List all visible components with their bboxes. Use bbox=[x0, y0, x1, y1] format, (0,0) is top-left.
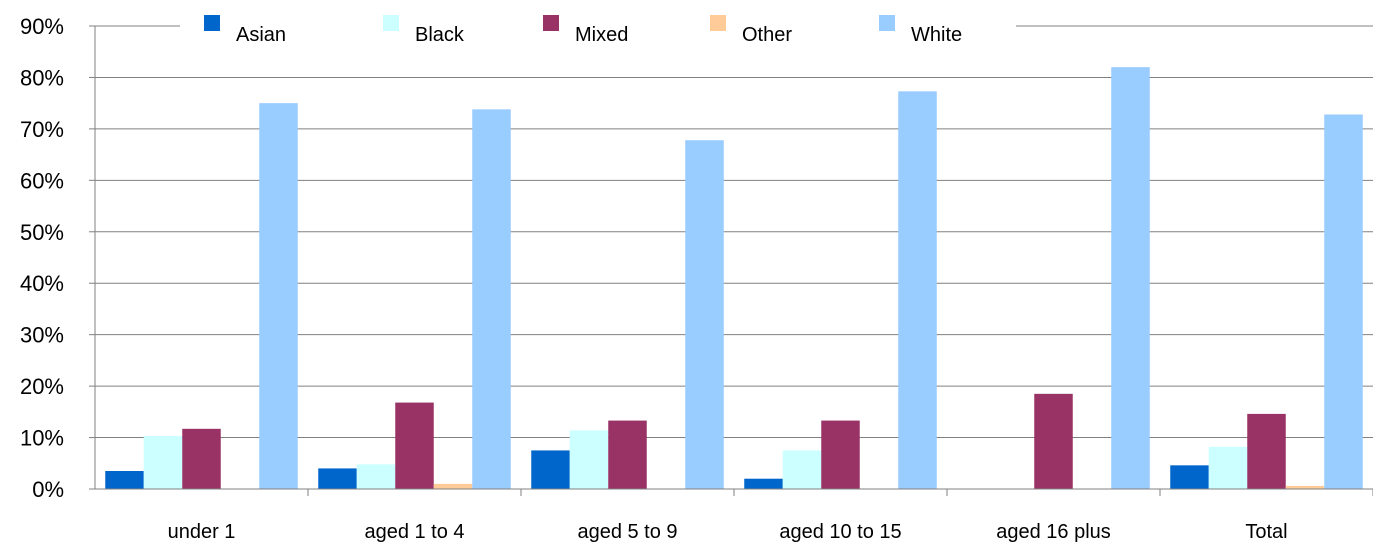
legend: Asian Black Mixed Other White bbox=[180, 6, 1016, 46]
legend-label: Asian bbox=[236, 24, 286, 46]
x-tick-label: aged 16 plus bbox=[996, 521, 1111, 543]
y-tick-label: 70% bbox=[20, 117, 64, 142]
bar bbox=[1324, 114, 1363, 490]
bar bbox=[685, 140, 724, 489]
y-tick-label: 40% bbox=[20, 271, 64, 296]
axes: 0% 10% 20% 30% 40% 50% 60% 70% 80% 90% under 1 aged… bbox=[20, 14, 1373, 543]
bar bbox=[1208, 446, 1248, 489]
bar bbox=[1285, 485, 1325, 489]
x-tick-label: aged 10 to 15 bbox=[779, 521, 901, 543]
bar bbox=[1170, 465, 1209, 489]
bars bbox=[105, 67, 1363, 490]
bar bbox=[1034, 393, 1073, 489]
bar bbox=[433, 483, 473, 489]
legend-label: Black bbox=[415, 24, 465, 46]
legend-swatch bbox=[879, 15, 895, 31]
bar bbox=[569, 430, 609, 489]
bar bbox=[318, 468, 357, 489]
x-tick-label: Total bbox=[1245, 521, 1287, 543]
legend-label: Mixed bbox=[575, 24, 628, 46]
legend-swatch bbox=[383, 15, 399, 31]
bar bbox=[395, 402, 434, 489]
bar bbox=[356, 464, 396, 489]
legend-background bbox=[180, 6, 1016, 46]
x-tick-label: aged 5 to 9 bbox=[577, 521, 677, 543]
bar bbox=[1111, 67, 1150, 490]
y-tick-label: 50% bbox=[20, 220, 64, 245]
bar bbox=[782, 450, 822, 489]
bar bbox=[1247, 413, 1286, 489]
bar bbox=[898, 91, 937, 489]
bar bbox=[821, 420, 860, 489]
y-tick-label: 20% bbox=[20, 374, 64, 399]
legend-swatch bbox=[543, 15, 559, 31]
y-tick-label: 90% bbox=[20, 14, 64, 39]
legend-swatch bbox=[204, 15, 220, 31]
bar bbox=[472, 109, 511, 489]
bar bbox=[182, 428, 221, 489]
bar bbox=[143, 436, 183, 489]
y-tick-label: 10% bbox=[20, 426, 64, 451]
x-tick-label: under 1 bbox=[168, 521, 236, 543]
legend-swatch bbox=[710, 15, 726, 31]
bar bbox=[105, 470, 144, 489]
bar bbox=[608, 420, 647, 489]
y-tick-label: 30% bbox=[20, 323, 64, 348]
y-tick-label: 80% bbox=[20, 65, 64, 90]
legend-label: White bbox=[911, 24, 962, 46]
y-tick-label: 0% bbox=[32, 477, 64, 502]
legend-label: Other bbox=[742, 24, 792, 46]
bar bbox=[259, 103, 298, 490]
y-tick-label: 60% bbox=[20, 168, 64, 193]
bar bbox=[531, 450, 570, 489]
bar bbox=[744, 478, 783, 489]
x-tick-label: aged 1 to 4 bbox=[364, 521, 464, 543]
